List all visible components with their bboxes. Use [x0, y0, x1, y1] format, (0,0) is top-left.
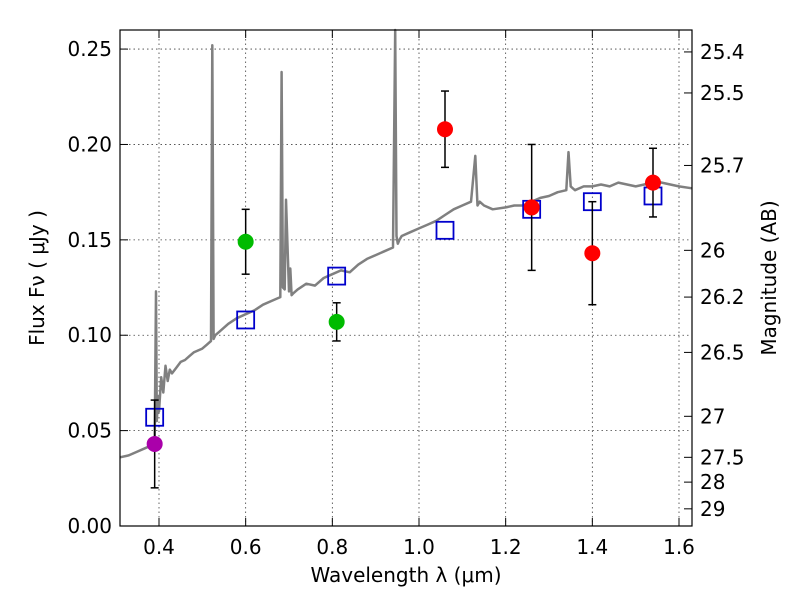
x-tick-label: 0.4: [143, 535, 175, 559]
observed-point: [328, 313, 345, 330]
x-tick-label: 1.2: [490, 535, 522, 559]
observed-point: [523, 199, 540, 216]
x-axis-label: Wavelength λ (μm): [310, 563, 501, 587]
right-tick-label: 29: [700, 497, 725, 521]
observed-point: [645, 174, 661, 191]
x-tick-label: 1.6: [663, 535, 695, 559]
right-tick-label: 28: [700, 470, 725, 494]
ticks: 0.4 0.6 0.8 1.0 1.2 1.4 1.6 0.00 0.05 0.10 0.15 0.2…: [67, 30, 745, 559]
observed-point: [146, 435, 163, 452]
x-tick-label: 1.0: [403, 535, 435, 559]
observed-point: [584, 245, 601, 262]
x-tick-label: 0.8: [316, 535, 348, 559]
observed-point: [437, 121, 453, 138]
right-tick-label: 26: [700, 238, 725, 262]
plot-frame: [119, 29, 693, 527]
right-axis-label: Magnitude (AB): [757, 200, 781, 355]
y-tick-label: 0.25: [67, 37, 112, 61]
y-tick-label: 0.10: [67, 323, 112, 347]
y-tick-label: 0.20: [67, 132, 112, 156]
right-tick-label: 27: [700, 404, 725, 428]
right-tick-label: 26.2: [700, 285, 745, 309]
right-tick-label: 27.5: [700, 445, 745, 469]
observed-point: [237, 233, 254, 250]
plot-area: [119, 28, 693, 489]
x-tick-label: 0.6: [230, 535, 262, 559]
x-tick-label: 1.4: [576, 535, 608, 559]
right-tick-label: 26.5: [700, 340, 745, 364]
right-tick-label: 25.4: [700, 40, 745, 64]
y-tick-label: 0.00: [67, 514, 112, 538]
y-tick-label: 0.05: [67, 419, 112, 443]
right-tick-label: 25.7: [700, 153, 745, 177]
model-point: [435, 220, 455, 240]
model-point: [236, 310, 256, 330]
y-tick-label: 0.15: [67, 228, 112, 252]
spectrum-line: [119, 28, 693, 459]
grid: [120, 30, 692, 527]
model-point: [327, 266, 347, 286]
y-axis-label: Flux Fν ( μJy ): [25, 210, 49, 346]
right-tick-label: 25.5: [700, 81, 745, 105]
